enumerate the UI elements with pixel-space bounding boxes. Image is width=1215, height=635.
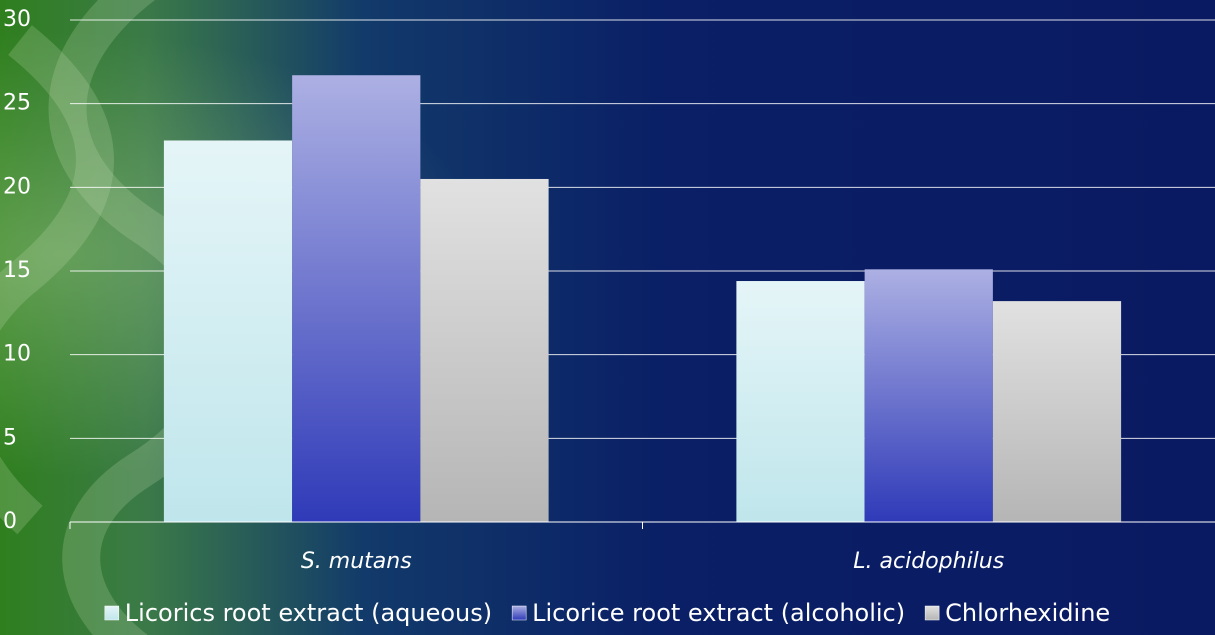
bar [164, 140, 292, 522]
legend-swatch [925, 606, 939, 620]
legend-swatch [105, 606, 119, 620]
bar [292, 75, 420, 522]
y-tick-label: 20 [3, 174, 31, 199]
y-tick-label: 0 [3, 509, 17, 534]
bar [420, 179, 548, 522]
y-tick-label: 25 [3, 91, 31, 116]
legend-label: Chlorhexidine [945, 599, 1110, 627]
legend-label: Licorice root extract (alcoholic) [532, 599, 905, 627]
legend: Licorics root extract (aqueous) Licorice … [105, 599, 1110, 627]
chart: 0 5 10 15 20 25 30 S. mutans L. acidophilus Licor… [0, 0, 1215, 635]
y-tick-label: 10 [3, 342, 31, 367]
x-tick-label: S. mutans [301, 549, 412, 574]
legend-label: Licorics root extract (aqueous) [125, 599, 492, 627]
y-tick-label: 5 [3, 425, 17, 450]
y-tick-label: 15 [3, 258, 31, 283]
bar [865, 269, 993, 522]
page: {"chart_data": {"type": "bar", "categori… [0, 0, 1215, 635]
bar [736, 281, 864, 522]
y-tick-label: 30 [3, 7, 31, 32]
x-tick-label: L. acidophilus [853, 549, 1004, 574]
bar [993, 301, 1121, 522]
legend-swatch [512, 606, 526, 620]
